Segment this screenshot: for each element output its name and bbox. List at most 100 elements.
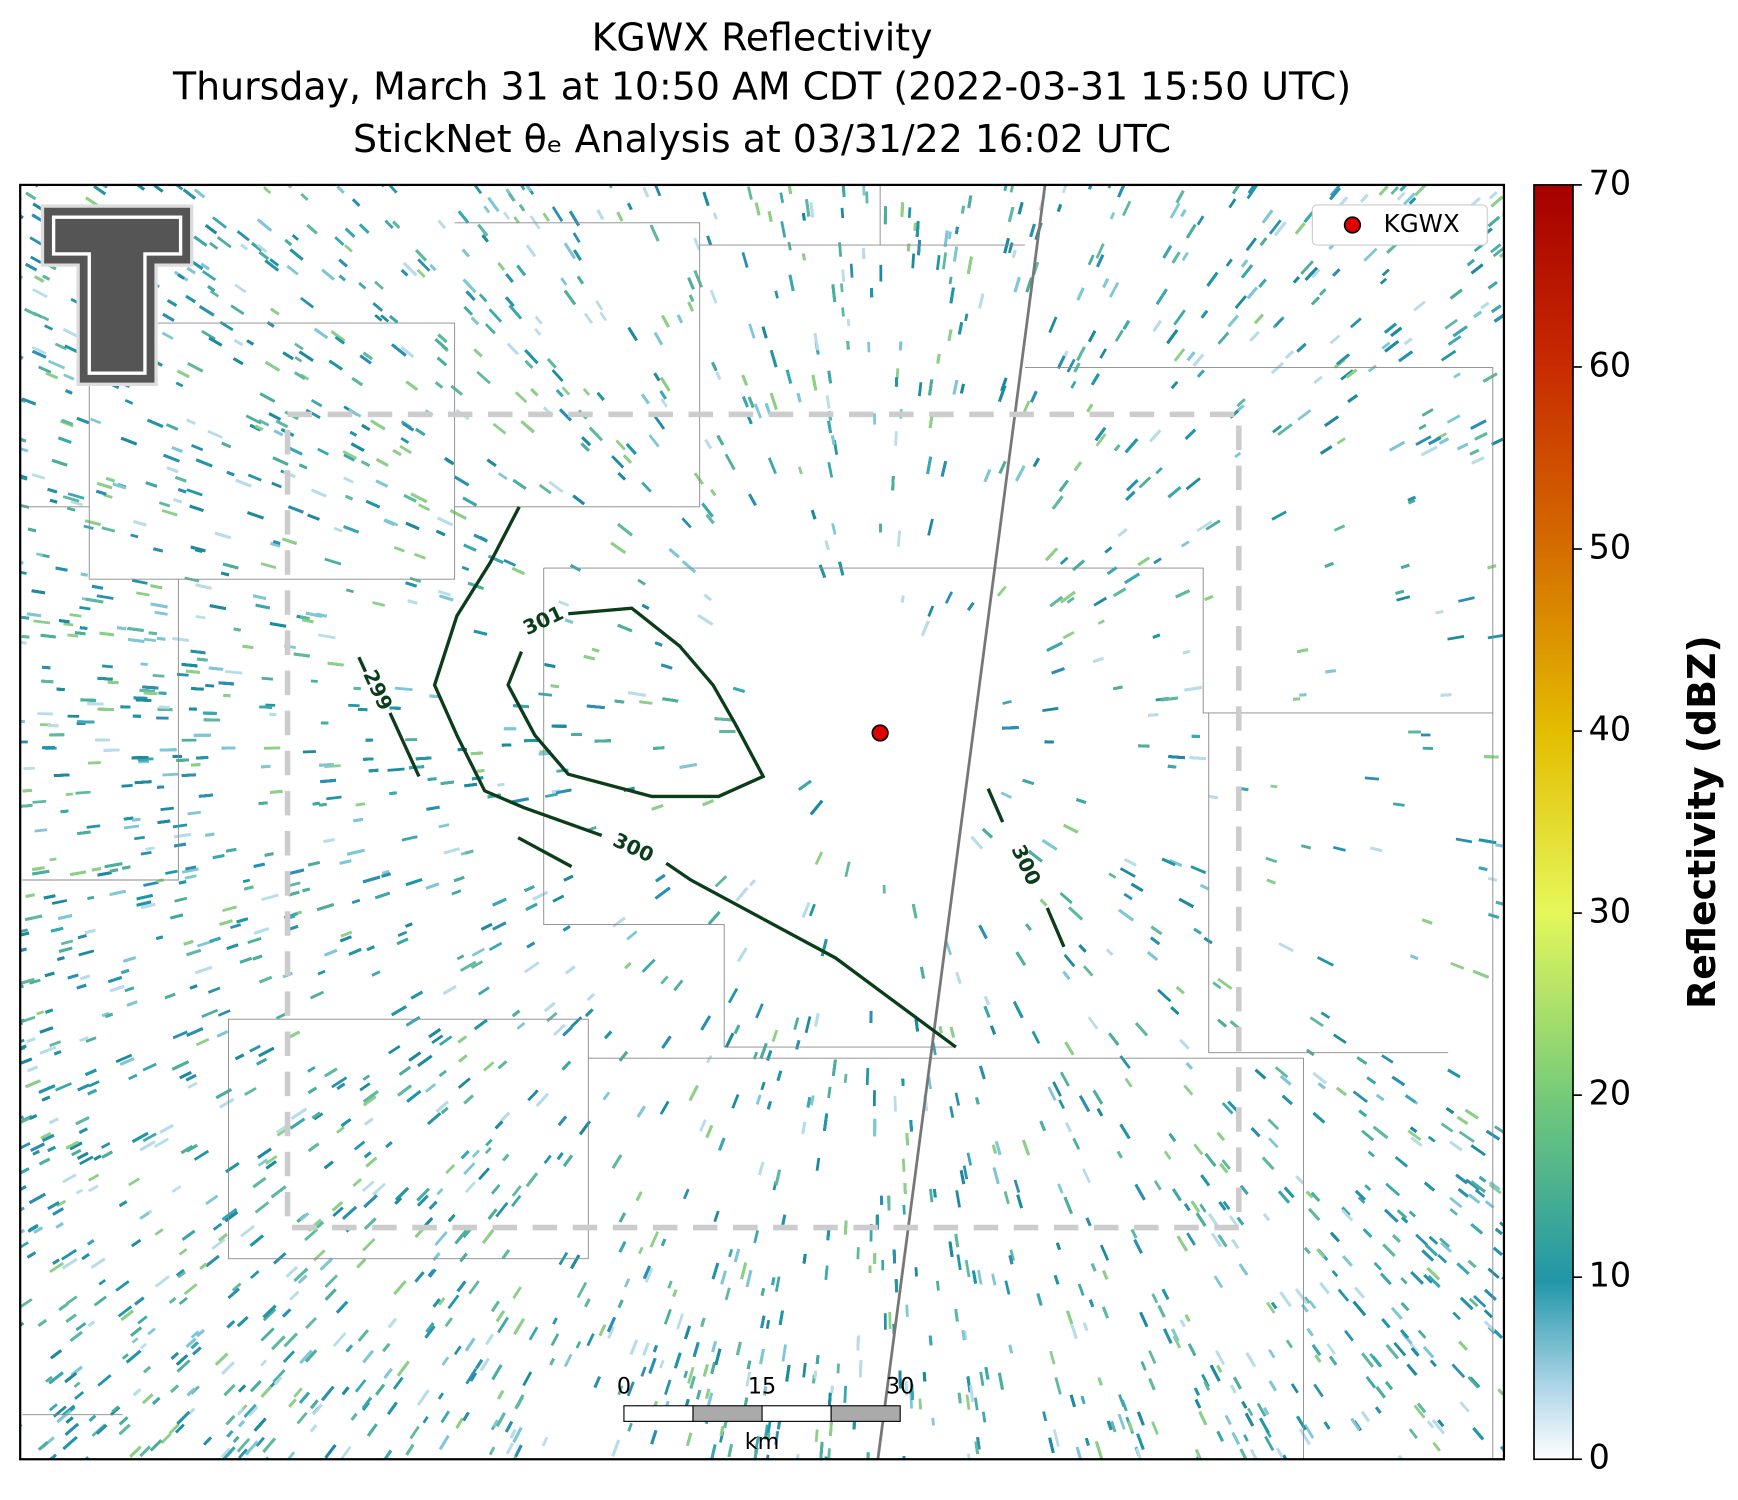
radar-gate bbox=[576, 1281, 588, 1299]
radar-gate bbox=[1487, 1326, 1496, 1335]
radar-gate bbox=[1042, 1411, 1048, 1422]
radar-gate bbox=[317, 969, 326, 976]
radar-gate bbox=[1107, 184, 1114, 189]
radar-gate bbox=[802, 1362, 807, 1378]
radar-gate bbox=[20, 569, 27, 575]
radar-gate bbox=[255, 1436, 265, 1447]
radar-gate bbox=[572, 232, 581, 243]
radar-gate bbox=[765, 1319, 771, 1330]
radar-gate bbox=[216, 236, 232, 249]
radar-gate bbox=[441, 1356, 450, 1366]
radar-gate bbox=[130, 533, 139, 539]
radar-gate bbox=[152, 673, 165, 678]
radar-gate bbox=[638, 1246, 644, 1255]
radar-gate bbox=[418, 503, 431, 512]
radar-gate bbox=[1449, 1196, 1463, 1209]
radar-gate bbox=[1059, 892, 1073, 905]
radar-gate bbox=[294, 356, 303, 363]
radar-gate bbox=[641, 481, 652, 493]
radar-gate bbox=[901, 1158, 906, 1172]
radar-gate bbox=[1447, 335, 1462, 346]
radar-gate bbox=[1087, 254, 1095, 266]
radar-gate bbox=[36, 1010, 45, 1016]
radar-gate bbox=[1494, 1125, 1504, 1136]
radar-gate bbox=[1228, 198, 1237, 209]
radar-gate bbox=[1408, 1210, 1417, 1218]
radar-gate bbox=[121, 784, 133, 788]
radar-gate bbox=[236, 1437, 251, 1453]
radar-gate bbox=[637, 578, 646, 586]
radar-gate bbox=[1465, 1178, 1480, 1191]
radar-gate bbox=[1193, 1143, 1204, 1156]
radar-gate bbox=[693, 237, 701, 251]
radar-gate bbox=[484, 1147, 492, 1155]
radar-gate bbox=[186, 488, 203, 497]
radar-gate bbox=[1364, 1184, 1372, 1192]
radar-gate bbox=[914, 1267, 918, 1277]
radar-gate bbox=[1117, 1413, 1126, 1430]
radar-gate bbox=[66, 506, 76, 512]
radar-gate bbox=[75, 1322, 87, 1332]
radar-gate bbox=[145, 846, 155, 851]
radar-gate bbox=[774, 290, 779, 299]
radar-gate bbox=[453, 1345, 462, 1356]
radar-gate bbox=[1297, 409, 1312, 421]
radar-gate bbox=[41, 315, 50, 322]
radar-gate bbox=[332, 1206, 344, 1218]
radar-gate bbox=[1108, 872, 1117, 879]
radar-gate bbox=[836, 1363, 840, 1374]
radar-gate bbox=[1361, 1129, 1375, 1142]
radar-gate bbox=[128, 1073, 138, 1081]
radar-gate bbox=[372, 601, 386, 607]
radar-gate bbox=[627, 1422, 633, 1432]
radar-gate bbox=[944, 591, 954, 604]
radar-gate bbox=[611, 455, 625, 469]
radar-gate bbox=[862, 185, 866, 196]
radar-gate bbox=[238, 1448, 248, 1459]
radar-gate bbox=[639, 700, 653, 705]
radar-gate bbox=[1256, 1402, 1267, 1417]
radar-gate bbox=[67, 714, 80, 718]
radar-gate bbox=[102, 664, 113, 669]
radar-gate bbox=[1266, 1301, 1276, 1314]
radar-gate bbox=[193, 1149, 210, 1161]
radar-gate bbox=[728, 1458, 734, 1460]
radar-gate bbox=[1446, 414, 1461, 424]
radar-gate bbox=[178, 1296, 188, 1305]
radar-gate bbox=[134, 835, 145, 841]
radar-gate bbox=[544, 792, 558, 798]
radar-gate bbox=[1004, 1280, 1011, 1295]
radar-gate bbox=[1331, 1270, 1339, 1278]
radar-gate bbox=[115, 1053, 133, 1064]
radar-gate bbox=[245, 414, 262, 425]
radar-gate bbox=[867, 341, 871, 353]
radar-gate bbox=[767, 457, 777, 475]
radar-gate bbox=[1437, 1253, 1448, 1264]
radar-gate bbox=[1396, 595, 1411, 602]
radar-gate bbox=[1217, 331, 1230, 345]
radar-gate bbox=[447, 1294, 460, 1310]
radar-gate bbox=[414, 552, 426, 560]
radar-gate bbox=[1303, 1424, 1315, 1439]
radar-gate bbox=[34, 828, 48, 833]
radar-gate bbox=[51, 899, 68, 905]
radar-gate bbox=[745, 1371, 752, 1387]
radar-gate bbox=[1440, 1122, 1454, 1133]
radar-gate bbox=[582, 387, 591, 396]
radar-gate bbox=[79, 605, 91, 611]
radar-gate bbox=[67, 492, 85, 500]
radar-gate bbox=[422, 1416, 429, 1424]
radar-gate bbox=[483, 205, 491, 214]
radar-gate bbox=[841, 307, 845, 317]
radar-gate bbox=[1413, 300, 1426, 312]
radar-gate bbox=[434, 1231, 448, 1246]
radar-gate bbox=[361, 1180, 375, 1193]
radar-gate bbox=[247, 936, 262, 945]
radar-gate bbox=[1114, 329, 1124, 342]
radar-gate bbox=[224, 670, 243, 675]
radar-gate bbox=[61, 1248, 78, 1261]
radar-gate bbox=[606, 184, 613, 189]
radar-gate bbox=[1365, 1376, 1377, 1389]
plot-area: 301 300 300 299 KGWX 0 15 30 km bbox=[20, 184, 1504, 1460]
radar-gate bbox=[88, 1184, 99, 1193]
